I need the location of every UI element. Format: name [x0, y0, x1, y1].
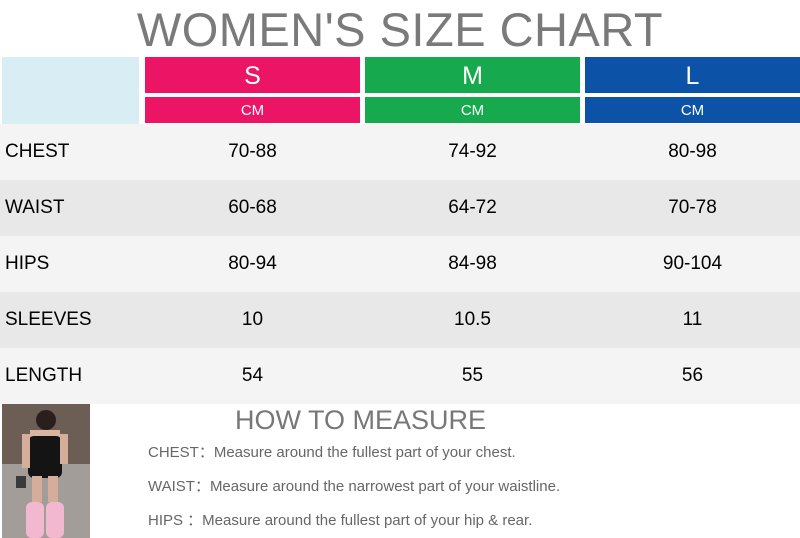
- size-header-m: M: [365, 57, 580, 93]
- unit-header-s: CM: [145, 97, 360, 123]
- chart-title: WOMEN'S SIZE CHART: [136, 3, 664, 56]
- cell-l: 90-104: [662, 253, 723, 274]
- cell-s: 60-68: [228, 197, 277, 218]
- cell-s: 54: [241, 365, 264, 386]
- model-silhouette-icon: [2, 404, 90, 538]
- cell-l: 11: [682, 309, 703, 330]
- header-corner-cell: [2, 57, 139, 124]
- how-to-measure-title: HOW TO MEASURE: [235, 405, 487, 435]
- cell-l: 80-98: [668, 141, 717, 162]
- table-row-sleeves: SLEEVES 10 10.5 11: [0, 292, 800, 348]
- model-photo: [2, 404, 90, 538]
- cell-l: 56: [681, 365, 704, 386]
- row-label: CHEST: [5, 141, 70, 162]
- cell-s: 70-88: [228, 141, 277, 162]
- row-label: SLEEVES: [5, 309, 92, 330]
- cell-m: 74-92: [448, 141, 497, 162]
- cell-m: 64-72: [448, 197, 497, 218]
- unit-header-l: CM: [585, 97, 800, 123]
- table-row-length: LENGTH 54 55 56: [0, 348, 800, 404]
- cell-m: 84-98: [448, 253, 497, 274]
- row-label: HIPS: [5, 253, 50, 274]
- table-row-waist: WAIST 60-68 64-72 70-78: [0, 180, 800, 236]
- size-header-l: L: [585, 57, 800, 93]
- instruction-hips: HIPS ：Measure around the fullest part of…: [148, 512, 533, 529]
- row-label: WAIST: [5, 197, 65, 218]
- table-row-hips: HIPS 80-94 84-98 90-104: [0, 236, 800, 292]
- cell-m: 10.5: [454, 309, 491, 330]
- unit-header-m: CM: [365, 97, 580, 123]
- cell-s: 10: [241, 309, 264, 330]
- table-row-chest: CHEST 70-88 74-92 80-98: [0, 124, 800, 180]
- cell-l: 70-78: [668, 197, 717, 218]
- size-header-s: S: [145, 57, 360, 93]
- cell-m: 55: [461, 365, 484, 386]
- row-label: LENGTH: [5, 365, 83, 386]
- instruction-chest: CHEST：Measure around the fullest part of…: [148, 444, 516, 461]
- instruction-waist: WAIST：Measure around the narrowest part …: [148, 478, 561, 495]
- cell-s: 80-94: [228, 253, 277, 274]
